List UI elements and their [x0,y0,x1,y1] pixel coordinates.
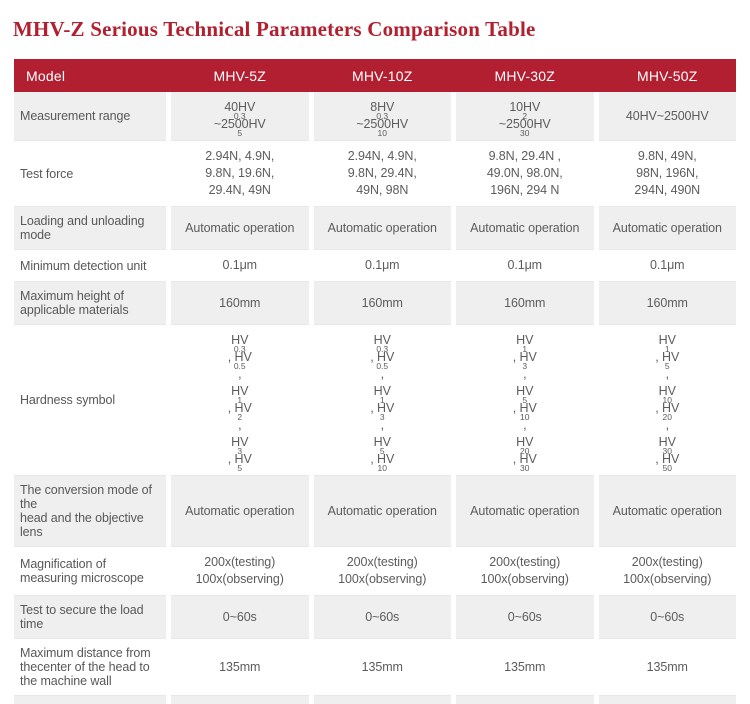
cell-value-mhv-5z: 0.1μm [171,249,309,281]
cell-value-mhv-5z: 200x(testing) 100x(observing) [171,546,309,595]
table-row: Magnification of measuring microscope 200… [14,546,736,595]
cell-value-mhv-50z: 0~60s [598,595,736,638]
cell-value-mhv-50z: 200x(testing) 100x(observing) [598,546,736,595]
table-row: Hardness symbol HV 0.3, HV 0.5, HV 1, HV 2, HV… [14,324,736,475]
cell-value-mhv-5z: LCD display [171,695,309,704]
row-label: Maximum height of applicable materials [14,281,166,324]
table-row: The conversion mode of the head and the o… [14,475,736,546]
cell-value-mhv-50z: 0.1μm [598,249,736,281]
cell-value-mhv-10z: 2.94N, 4.9N, 9.8N, 29.4N, 49N, 98N [313,140,451,206]
cell-value-mhv-5z: HV 0.3, HV 0.5, HV 1, HV 2, HV 3, HV 5 [171,324,309,475]
table-row: Maximum height of applicable materials 16… [14,281,736,324]
cell-value-mhv-50z: 9.8N, 49N, 98N, 196N, 294N, 490N [598,140,736,206]
cell-value-mhv-30z: 0~60s [456,595,594,638]
header-cell-mhv-5z: MHV-5Z [213,67,267,84]
cell-value-mhv-50z: 135mm [598,638,736,695]
cell-value-mhv-10z: 0.1μm [313,249,451,281]
row-label: The conversion mode of the head and the o… [14,475,166,546]
row-label: Magnification of measuring microscope [14,546,166,595]
cell-value-mhv-30z: HV 1, HV 3, HV 5, HV 10, HV 20, HV 30 [456,324,594,475]
cell-value-mhv-50z: HV 1, HV 5, HV 10, HV 20, HV 30, HV 50 [598,324,736,475]
cell-value-mhv-30z: 200x(testing) 100x(observing) [456,546,594,595]
table-row: Maximum distance from thecenter of the he… [14,638,736,695]
cell-value-mhv-10z: Automatic operation [313,475,451,546]
cell-value-mhv-5z: 40HV 0.3 ~2500HV 5 [171,92,309,140]
row-label: Measurement range [14,92,166,140]
cell-value-mhv-10z: 8HV 0.3 ~2500HV 10 [313,92,451,140]
cell-value-mhv-50z: Automatic operation [598,206,736,249]
table-row: Test to secure the load time 0~60s 0~60s… [14,595,736,638]
cell-value-mhv-10z: HV 0.3, HV 0.5, HV 1, HV 3, HV 5, HV 10 [313,324,451,475]
table-row: Minimum detection unit 0.1μm 0.1μm 0.1μm… [14,249,736,281]
table-row: Measurement range 40HV 0.3 ~2500HV 5 8HV 0.3… [14,92,736,140]
table-row: Display attributes LCD display LCD displ… [14,695,736,704]
page-title: MHV-Z Serious Technical Parameters Compa… [13,17,536,41]
cell-value-mhv-50z: 40HV~2500HV [598,92,736,140]
row-label: Loading and unloading mode [14,206,166,249]
cell-value-mhv-5z: 135mm [171,638,309,695]
header-cell-mhv-10z: MHV-10Z [351,67,413,84]
cell-value-mhv-10z: 160mm [313,281,451,324]
header-cell-mhv-30z: MHV-30Z [494,67,556,84]
cell-value-mhv-30z: 9.8N, 29.4N , 49.0N, 98.0N, 196N, 294 N [456,140,594,206]
cell-value-mhv-10z: 135mm [313,638,451,695]
table-body: Measurement range 40HV 0.3 ~2500HV 5 8HV 0.3… [14,92,736,704]
cell-value-mhv-30z: 10HV 2 ~2500HV 30 [456,92,594,140]
cell-value-mhv-5z: 160mm [171,281,309,324]
row-label: Test force [14,140,166,206]
cell-value-mhv-5z: Automatic operation [171,475,309,546]
cell-value-mhv-30z: Automatic operation [456,206,594,249]
cell-value-mhv-50z: 160mm [598,281,736,324]
comparison-table: Model MHV-5Z MHV-10Z MHV-30Z MHV-50Z Mea… [14,59,736,704]
cell-value-mhv-5z: Automatic operation [171,206,309,249]
row-label: Maximum distance from thecenter of the he… [14,638,166,695]
row-label: Hardness symbol [14,324,166,475]
cell-value-mhv-50z: Automatic operation [598,475,736,546]
cell-value-mhv-30z: Automatic operation [456,475,594,546]
table-row: Loading and unloading mode Automatic ope… [14,206,736,249]
table-header-row: Model MHV-5Z MHV-10Z MHV-30Z MHV-50Z [14,59,736,92]
cell-value-mhv-30z: 135mm [456,638,594,695]
cell-value-mhv-30z: 160mm [456,281,594,324]
cell-value-mhv-10z: Automatic operation [313,206,451,249]
row-label: Test to secure the load time [14,595,166,638]
cell-value-mhv-10z: LCD display [313,695,451,704]
cell-value-mhv-50z: LCD display [598,695,736,704]
cell-value-mhv-5z: 2.94N, 4.9N, 9.8N, 19.6N, 29.4N, 49N [171,140,309,206]
header-cell-model: Model [26,67,66,84]
cell-value-mhv-30z: 0.1μm [456,249,594,281]
row-label: Minimum detection unit [14,249,166,281]
cell-value-mhv-10z: 200x(testing) 100x(observing) [313,546,451,595]
cell-value-mhv-5z: 0~60s [171,595,309,638]
table-row: Test force 2.94N, 4.9N, 9.8N, 19.6N, 29.4N… [14,140,736,206]
cell-value-mhv-30z: LCD display [456,695,594,704]
row-label: Display attributes [14,695,166,704]
cell-value-mhv-10z: 0~60s [313,595,451,638]
header-cell-mhv-50z: MHV-50Z [636,67,698,84]
